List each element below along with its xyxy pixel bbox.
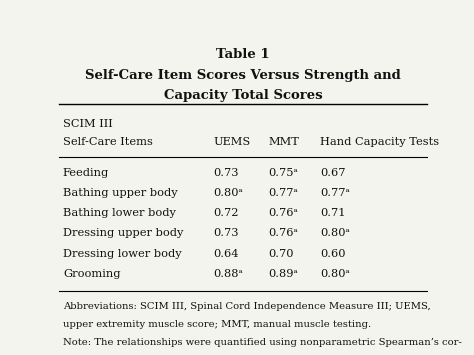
Text: 0.60: 0.60 [320, 249, 346, 259]
Text: 0.80ᵃ: 0.80ᵃ [213, 188, 244, 198]
Text: 0.67: 0.67 [320, 168, 346, 178]
Text: 0.70: 0.70 [269, 249, 294, 259]
Text: 0.80ᵃ: 0.80ᵃ [320, 269, 350, 279]
Text: Grooming: Grooming [63, 269, 120, 279]
Text: 0.80ᵃ: 0.80ᵃ [320, 229, 350, 239]
Text: UEMS: UEMS [213, 137, 251, 147]
Text: Bathing upper body: Bathing upper body [63, 188, 178, 198]
Text: Dressing lower body: Dressing lower body [63, 249, 182, 259]
Text: 0.64: 0.64 [213, 249, 239, 259]
Text: Hand Capacity Tests: Hand Capacity Tests [320, 137, 439, 147]
Text: Capacity Total Scores: Capacity Total Scores [164, 89, 322, 102]
Text: 0.76ᵃ: 0.76ᵃ [269, 208, 299, 218]
Text: Self-Care Items: Self-Care Items [63, 137, 153, 147]
Text: 0.77ᵃ: 0.77ᵃ [269, 188, 299, 198]
Text: 0.88ᵃ: 0.88ᵃ [213, 269, 244, 279]
Text: 0.77ᵃ: 0.77ᵃ [320, 188, 350, 198]
Text: 0.73: 0.73 [213, 168, 239, 178]
Text: 0.89ᵃ: 0.89ᵃ [269, 269, 299, 279]
Text: Self-Care Item Scores Versus Strength and: Self-Care Item Scores Versus Strength an… [85, 69, 401, 82]
Text: Feeding: Feeding [63, 168, 109, 178]
Text: 0.75ᵃ: 0.75ᵃ [269, 168, 299, 178]
Text: upper extremity muscle score; MMT, manual muscle testing.: upper extremity muscle score; MMT, manua… [63, 320, 371, 329]
Text: SCIM III: SCIM III [63, 119, 113, 129]
Text: Table 1: Table 1 [216, 48, 270, 61]
Text: 0.71: 0.71 [320, 208, 346, 218]
Text: Abbreviations: SCIM III, Spinal Cord Independence Measure III; UEMS,: Abbreviations: SCIM III, Spinal Cord Ind… [63, 302, 431, 311]
Text: 0.73: 0.73 [213, 229, 239, 239]
Text: MMT: MMT [269, 137, 300, 147]
Text: Dressing upper body: Dressing upper body [63, 229, 183, 239]
Text: Bathing lower body: Bathing lower body [63, 208, 176, 218]
Text: 0.76ᵃ: 0.76ᵃ [269, 229, 299, 239]
Text: 0.72: 0.72 [213, 208, 239, 218]
Text: Note: The relationships were quantified using nonparametric Spearman’s cor-: Note: The relationships were quantified … [63, 338, 462, 346]
